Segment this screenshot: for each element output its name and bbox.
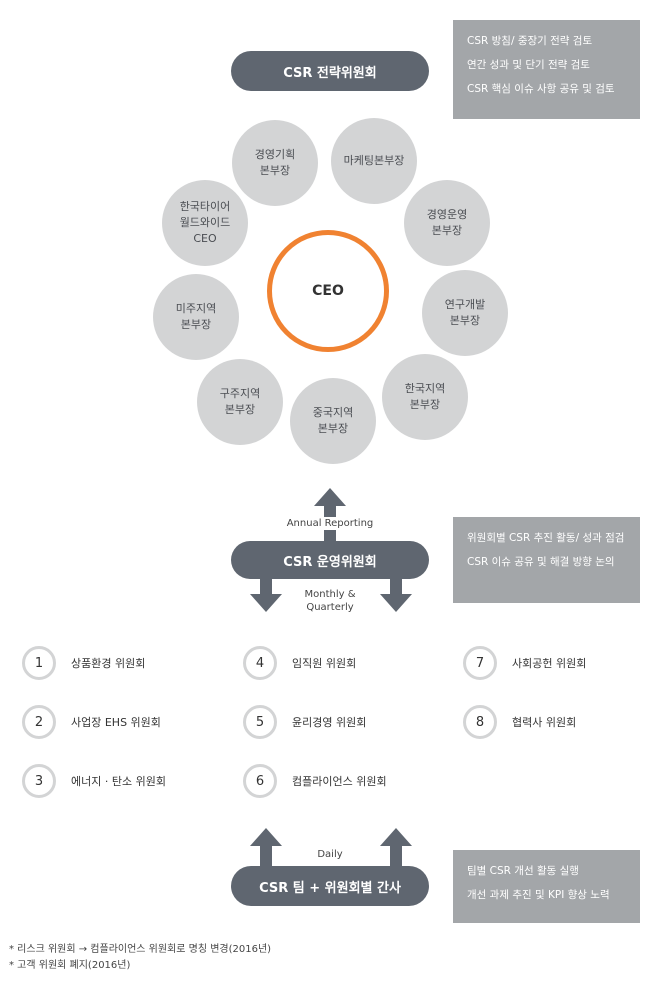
committee-label: 윤리경영 위원회 [292, 716, 367, 729]
annual-up-arrow-icon [314, 488, 346, 542]
daily-up-arrow-right-icon [380, 828, 412, 872]
monthly-quarterly-label: Monthly & Quarterly [304, 589, 356, 613]
daily-label: Daily [317, 849, 343, 860]
strategy-note-2: 연간 성과 및 단기 전략 검토 [467, 59, 590, 72]
committee-label: 컴플라이언스 위원회 [292, 775, 387, 788]
committee-number: 4 [243, 646, 277, 680]
committee-number: 6 [243, 764, 277, 798]
committee-item: 4 임직원 위원회 [243, 646, 356, 680]
division-operations: 경영운영 본부장 [404, 180, 490, 266]
committee-number: 3 [22, 764, 56, 798]
committee-label: 사업장 EHS 위원회 [71, 716, 161, 729]
committee-label: 사회공헌 위원회 [512, 657, 587, 670]
committee-item: 8 협력사 위원회 [463, 705, 576, 739]
monthly-down-arrow-left-icon [250, 572, 282, 612]
committee-label: 에너지 · 탄소 위원회 [71, 775, 166, 788]
operation-note-2: CSR 이슈 공유 및 해결 방향 논의 [467, 556, 615, 569]
daily-up-arrow-left-icon [250, 828, 282, 872]
committee-label: 협력사 위원회 [512, 716, 577, 729]
committee-number: 1 [22, 646, 56, 680]
csr-team-label: CSR 팀 + 위원회별 간사 [259, 880, 401, 896]
operation-note-1: 위원회별 CSR 추진 활동/ 성과 점검 [467, 532, 625, 544]
csr-team-notes: 팀별 CSR 개선 활동 실행 개선 과제 추진 및 KPI 향상 노력 [453, 850, 640, 923]
operation-committee-notes: 위원회별 CSR 추진 활동/ 성과 점검 CSR 이슈 공유 및 해결 방향 … [453, 517, 640, 603]
monthly-down-arrow-right-icon [380, 572, 412, 612]
committee-item: 3 에너지 · 탄소 위원회 [22, 764, 166, 798]
committee-number: 7 [463, 646, 497, 680]
division-americas: 미주지역 본부장 [153, 274, 239, 360]
division-korea: 한국지역 본부장 [382, 354, 468, 440]
committee-item: 1 상품환경 위원회 [22, 646, 145, 680]
division-rnd: 연구개발 본부장 [422, 270, 508, 356]
committee-number: 2 [22, 705, 56, 739]
strategy-committee-label: CSR 전략위원회 [283, 65, 377, 81]
ceo-label: CEO [312, 283, 344, 299]
strategy-note-3: CSR 핵심 이슈 사항 공유 및 검토 [467, 83, 615, 96]
division-china: 중국지역 본부장 [290, 378, 376, 464]
strategy-committee-notes: CSR 방침/ 중장기 전략 검토 연간 성과 및 단기 전략 검토 CSR 핵… [453, 20, 640, 119]
strategy-committee-pill: CSR 전략위원회 [231, 51, 429, 91]
annual-reporting-label: Annual Reporting [270, 517, 390, 530]
csr-team-pill: CSR 팀 + 위원회별 간사 [231, 866, 429, 906]
committee-label: 상품환경 위원회 [71, 657, 146, 670]
committee-number: 5 [243, 705, 277, 739]
committee-label: 임직원 위원회 [292, 657, 357, 670]
team-note-2: 개선 과제 추진 및 KPI 향상 노력 [467, 889, 610, 902]
committee-item: 7 사회공헌 위원회 [463, 646, 586, 680]
team-note-1: 팀별 CSR 개선 활동 실행 [467, 865, 579, 877]
committee-item: 6 컴플라이언스 위원회 [243, 764, 387, 798]
division-marketing: 마케팅본부장 [331, 118, 417, 204]
footnote-1: * 리스크 위원회 → 컴플라이언스 위원회로 명칭 변경(2016년) [9, 944, 272, 955]
footnote-2: * 고객 위원회 폐지(2016년) [9, 959, 131, 971]
operation-committee-label: CSR 운영위원회 [283, 554, 377, 570]
division-planning: 경영기획 본부장 [232, 120, 318, 206]
division-worldwide-ceo: 한국타이어 월드와이드 CEO [162, 180, 248, 266]
footnotes: * 리스크 위원회 → 컴플라이언스 위원회로 명칭 변경(2016년) * 고… [9, 942, 271, 973]
committee-number: 8 [463, 705, 497, 739]
ceo-circle: CEO [267, 230, 389, 352]
strategy-note-1: CSR 방침/ 중장기 전략 검토 [467, 35, 593, 47]
committee-item: 5 윤리경영 위원회 [243, 705, 366, 739]
committee-item: 2 사업장 EHS 위원회 [22, 705, 161, 739]
division-europe: 구주지역 본부장 [197, 359, 283, 445]
